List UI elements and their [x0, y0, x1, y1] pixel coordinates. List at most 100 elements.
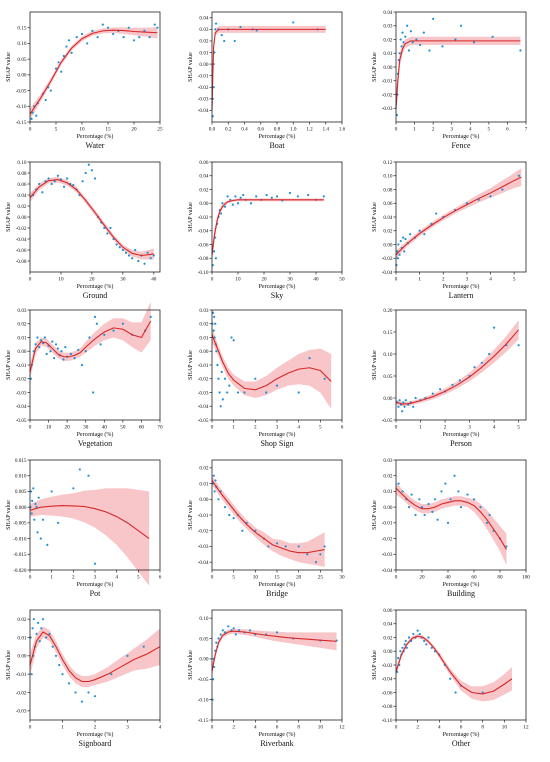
- data-point: [423, 513, 426, 517]
- x-tick-label: 20: [296, 575, 302, 581]
- data-point: [404, 35, 407, 38]
- data-point: [397, 405, 400, 408]
- data-point: [148, 36, 151, 39]
- data-point: [90, 169, 93, 172]
- data-point: [67, 682, 71, 685]
- y-tick-label: -0.04: [198, 560, 209, 566]
- data-point: [118, 246, 121, 249]
- data-point: [439, 388, 442, 391]
- data-point: [229, 198, 232, 201]
- x-tick-label: 0: [395, 725, 398, 731]
- data-point: [420, 506, 424, 509]
- confidence-band: [396, 36, 521, 122]
- data-point: [214, 257, 217, 260]
- x-tick-label: 8: [481, 725, 484, 731]
- y-tick-label: -0.05: [198, 677, 209, 683]
- data-point: [41, 191, 44, 194]
- data-point: [415, 38, 418, 41]
- data-point: [427, 636, 430, 639]
- data-point: [398, 52, 401, 55]
- y-tick-label: -0.015: [13, 552, 27, 558]
- data-point: [275, 542, 279, 545]
- x-tick-label: 5: [488, 127, 491, 133]
- data-point: [407, 506, 411, 509]
- y-tick-label: 0.08: [17, 171, 26, 177]
- data-point: [396, 250, 399, 253]
- x-tick-label: 30: [287, 277, 293, 283]
- y-tick-label: -0.02: [382, 663, 393, 669]
- data-point: [230, 336, 233, 339]
- data-point: [489, 195, 492, 198]
- data-point: [156, 26, 159, 29]
- data-point: [457, 490, 460, 493]
- y-tick-label: -0.04: [16, 237, 27, 243]
- x-tick-label: 3: [450, 127, 453, 133]
- data-point: [53, 180, 56, 183]
- data-point: [423, 233, 426, 236]
- data-point: [292, 21, 295, 24]
- data-point: [402, 401, 405, 404]
- x-tick-label: 0: [29, 277, 32, 283]
- plot-frame: [395, 11, 527, 123]
- y-tick-label: 0.10: [17, 41, 26, 47]
- subplot-title: Bridge: [266, 589, 288, 598]
- x-tick-label: 2: [444, 425, 447, 431]
- data-point: [214, 28, 217, 31]
- data-point: [29, 490, 33, 493]
- data-point: [444, 482, 447, 485]
- y-tick-label: -0.01: [382, 79, 393, 85]
- data-point: [62, 185, 66, 188]
- y-axis-label: SHAP value: [188, 52, 194, 82]
- data-point: [249, 202, 253, 205]
- data-point: [418, 498, 421, 501]
- y-tick-label: 0.12: [383, 160, 392, 166]
- data-point: [214, 479, 217, 482]
- x-axis-label: Percentage (%): [77, 581, 114, 588]
- y-tick-label: 0.06: [383, 608, 392, 614]
- data-point: [265, 193, 268, 197]
- data-point: [48, 632, 51, 635]
- y-axis-label: SHAP value: [372, 202, 378, 232]
- x-tick-label: 4: [254, 725, 257, 731]
- y-tick-label: 0.02: [17, 322, 26, 328]
- data-point: [93, 315, 97, 318]
- x-tick-label: 10: [235, 277, 241, 283]
- data-point: [80, 32, 84, 36]
- data-point: [399, 650, 402, 653]
- x-tick-label: 40: [102, 425, 108, 431]
- data-point: [423, 639, 426, 643]
- x-tick-label: 25: [157, 127, 163, 133]
- data-point: [38, 640, 41, 643]
- x-tick-label: 20: [65, 425, 71, 431]
- data-point: [60, 70, 63, 73]
- data-point: [60, 350, 63, 353]
- data-point: [37, 621, 40, 624]
- x-tick-label: 1.4: [323, 127, 330, 133]
- y-tick-label: -0.04: [382, 677, 393, 683]
- data-point: [77, 348, 80, 351]
- y-tick-label: 0.04: [199, 174, 208, 180]
- y-tick-label: 0.02: [383, 229, 392, 235]
- data-point: [248, 629, 252, 632]
- data-point: [397, 243, 400, 246]
- fit-line: [29, 505, 150, 540]
- subplot-title: Building: [447, 589, 475, 598]
- confidence-band: [30, 626, 160, 687]
- y-tick-label: 0.02: [199, 39, 208, 45]
- x-tick-label: 5: [137, 575, 140, 581]
- y-tick-label: -0.10: [198, 697, 209, 703]
- data-point: [87, 691, 90, 694]
- data-point: [103, 226, 106, 230]
- y-tick-label: -0.005: [13, 521, 27, 527]
- x-tick-label: 0: [211, 425, 214, 431]
- subplot-ground: 0 10 20 30 40 -0.08 -0.06 -0.04 -0.02 0.00 0.02 0.0…: [6, 160, 161, 300]
- data-point: [127, 26, 130, 29]
- data-point: [137, 259, 140, 263]
- data-point: [54, 654, 58, 657]
- data-point: [401, 236, 405, 239]
- fit-line: [211, 630, 337, 672]
- data-point: [142, 645, 145, 648]
- x-tick-label: 0.6: [258, 127, 265, 133]
- data-point: [398, 399, 401, 402]
- data-point: [296, 195, 299, 198]
